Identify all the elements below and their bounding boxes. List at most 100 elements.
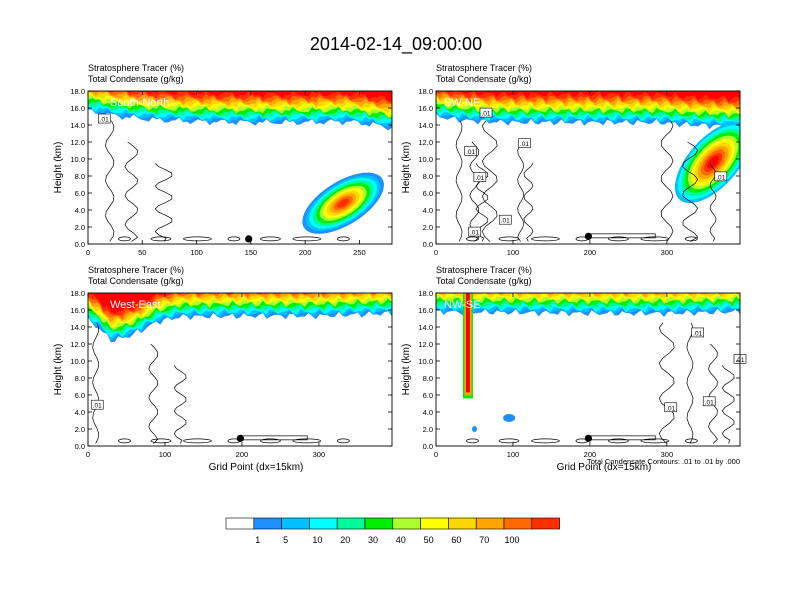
y-axis-label: Height (km) xyxy=(53,344,64,396)
contour-low xyxy=(685,236,698,242)
y-tick-label: 10.0 xyxy=(70,357,85,366)
y-tick-label: 18.0 xyxy=(418,87,433,96)
contour-low xyxy=(640,438,670,444)
contour-label: .01 xyxy=(470,230,479,237)
x-tick-label: 100 xyxy=(159,450,172,459)
panel-nw-se: Stratosphere Tracer (%) Total Condensate… xyxy=(401,265,747,473)
colorbar-cell xyxy=(531,517,560,530)
condensate-contours xyxy=(92,322,350,444)
condensate-contours xyxy=(105,120,350,242)
contour-label-box xyxy=(664,402,678,413)
contour-low xyxy=(337,438,350,444)
contour-line xyxy=(481,120,498,242)
y-tick-label: 14.0 xyxy=(70,121,85,130)
plot-frame xyxy=(435,90,741,245)
plot-frame xyxy=(87,90,393,245)
contour-line xyxy=(660,120,674,242)
x-tick-label: 50 xyxy=(138,248,146,257)
colorbar-label: 1 xyxy=(255,535,260,545)
y-tick-label: 4.0 xyxy=(75,408,85,417)
contour-low xyxy=(608,236,629,242)
contour-low xyxy=(260,236,281,242)
contour-line xyxy=(686,322,694,444)
contour-label-box xyxy=(468,226,481,237)
panel-sw-ne: Stratosphere Tracer (%) Total Condensate… xyxy=(401,63,741,257)
tracer-field xyxy=(88,293,392,343)
contour-low xyxy=(118,236,131,242)
y-axis-label: Height (km) xyxy=(401,142,412,194)
panel-south-north: Stratosphere Tracer (%) Total Condensate… xyxy=(53,63,393,257)
contour-label: .01 xyxy=(693,330,702,337)
x-tick-label: 100 xyxy=(190,248,203,257)
colorbar-cell xyxy=(475,517,505,530)
contour-low xyxy=(531,236,560,242)
contour-low xyxy=(640,236,670,242)
plume-contour xyxy=(707,156,719,169)
column-core xyxy=(465,293,470,393)
contour-line xyxy=(173,365,187,444)
colorbar-label: 30 xyxy=(368,535,378,545)
tracer-band xyxy=(436,91,740,102)
y-tick-label: 8.0 xyxy=(75,374,85,383)
panel-label: West-East xyxy=(110,299,161,311)
contour-label-box xyxy=(518,138,531,148)
contour-low xyxy=(118,438,131,444)
y-tick-label: 6.0 xyxy=(75,391,85,400)
y-tick-label: 4.0 xyxy=(423,408,433,417)
tracer-band xyxy=(88,91,392,102)
contour-label-box xyxy=(90,399,104,410)
contour-label-box xyxy=(691,327,704,338)
contour-low xyxy=(466,438,479,444)
contour-low xyxy=(685,438,698,444)
panel-subtitle-condensate: Total Condensate (g/kg) xyxy=(436,74,532,84)
x-tick-label: 300 xyxy=(661,248,674,257)
panel-subtitle-condensate: Total Condensate (g/kg) xyxy=(88,74,184,84)
contour-low xyxy=(498,236,520,242)
x-tick-label: 0 xyxy=(86,248,90,257)
y-tick-label: 6.0 xyxy=(423,391,433,400)
y-tick-label: 2.0 xyxy=(423,223,433,232)
contour-low xyxy=(608,438,629,444)
contour-low xyxy=(183,438,212,444)
y-tick-label: 8.0 xyxy=(423,172,433,181)
plume-contour xyxy=(337,198,350,208)
location-marker xyxy=(236,434,244,442)
x-tick-label: 200 xyxy=(584,450,597,459)
contour-low xyxy=(150,236,172,242)
y-tick-label: 2.0 xyxy=(423,425,433,434)
tracer-field xyxy=(88,91,392,234)
contour-label-box xyxy=(464,146,477,156)
contour-line xyxy=(523,163,534,242)
x-tick-label: 150 xyxy=(245,248,258,257)
panel-label: SW-NE xyxy=(444,97,480,109)
colorbar-label: 60 xyxy=(451,535,461,545)
y-tick-label: 16.0 xyxy=(70,306,85,315)
location-marker xyxy=(584,434,592,442)
colorbar: 1 5 10 20 30 40 50 60 70 100 xyxy=(225,517,560,545)
contour-line xyxy=(124,141,139,242)
contour-label-box xyxy=(479,107,493,118)
colorbar-label: 20 xyxy=(340,535,350,545)
y-tick-label: 0.0 xyxy=(75,442,85,451)
tracer-band xyxy=(88,293,392,314)
y-tick-label: 14.0 xyxy=(418,121,433,130)
y-tick-label: 12.0 xyxy=(418,138,433,147)
contour-low xyxy=(466,236,479,242)
tracer-field xyxy=(436,91,740,204)
x-axis-label: Grid Point (dx=15km) xyxy=(557,462,652,473)
contour-label: .01 xyxy=(501,218,510,225)
plot-frame xyxy=(435,292,741,447)
contour-low xyxy=(150,438,172,444)
contour-label: .01 xyxy=(466,149,475,156)
colorbar-label: 50 xyxy=(424,535,434,545)
y-tick-label: 18.0 xyxy=(418,289,433,298)
x-tick-label: 200 xyxy=(584,248,597,257)
plot-background xyxy=(436,293,740,446)
contour-line xyxy=(154,163,173,242)
contour-label-box xyxy=(473,172,487,182)
contour-low xyxy=(292,438,322,444)
x-tick-label: 100 xyxy=(507,248,520,257)
x-tick-label: 0 xyxy=(434,450,438,459)
colorbar-label: 70 xyxy=(479,535,489,545)
